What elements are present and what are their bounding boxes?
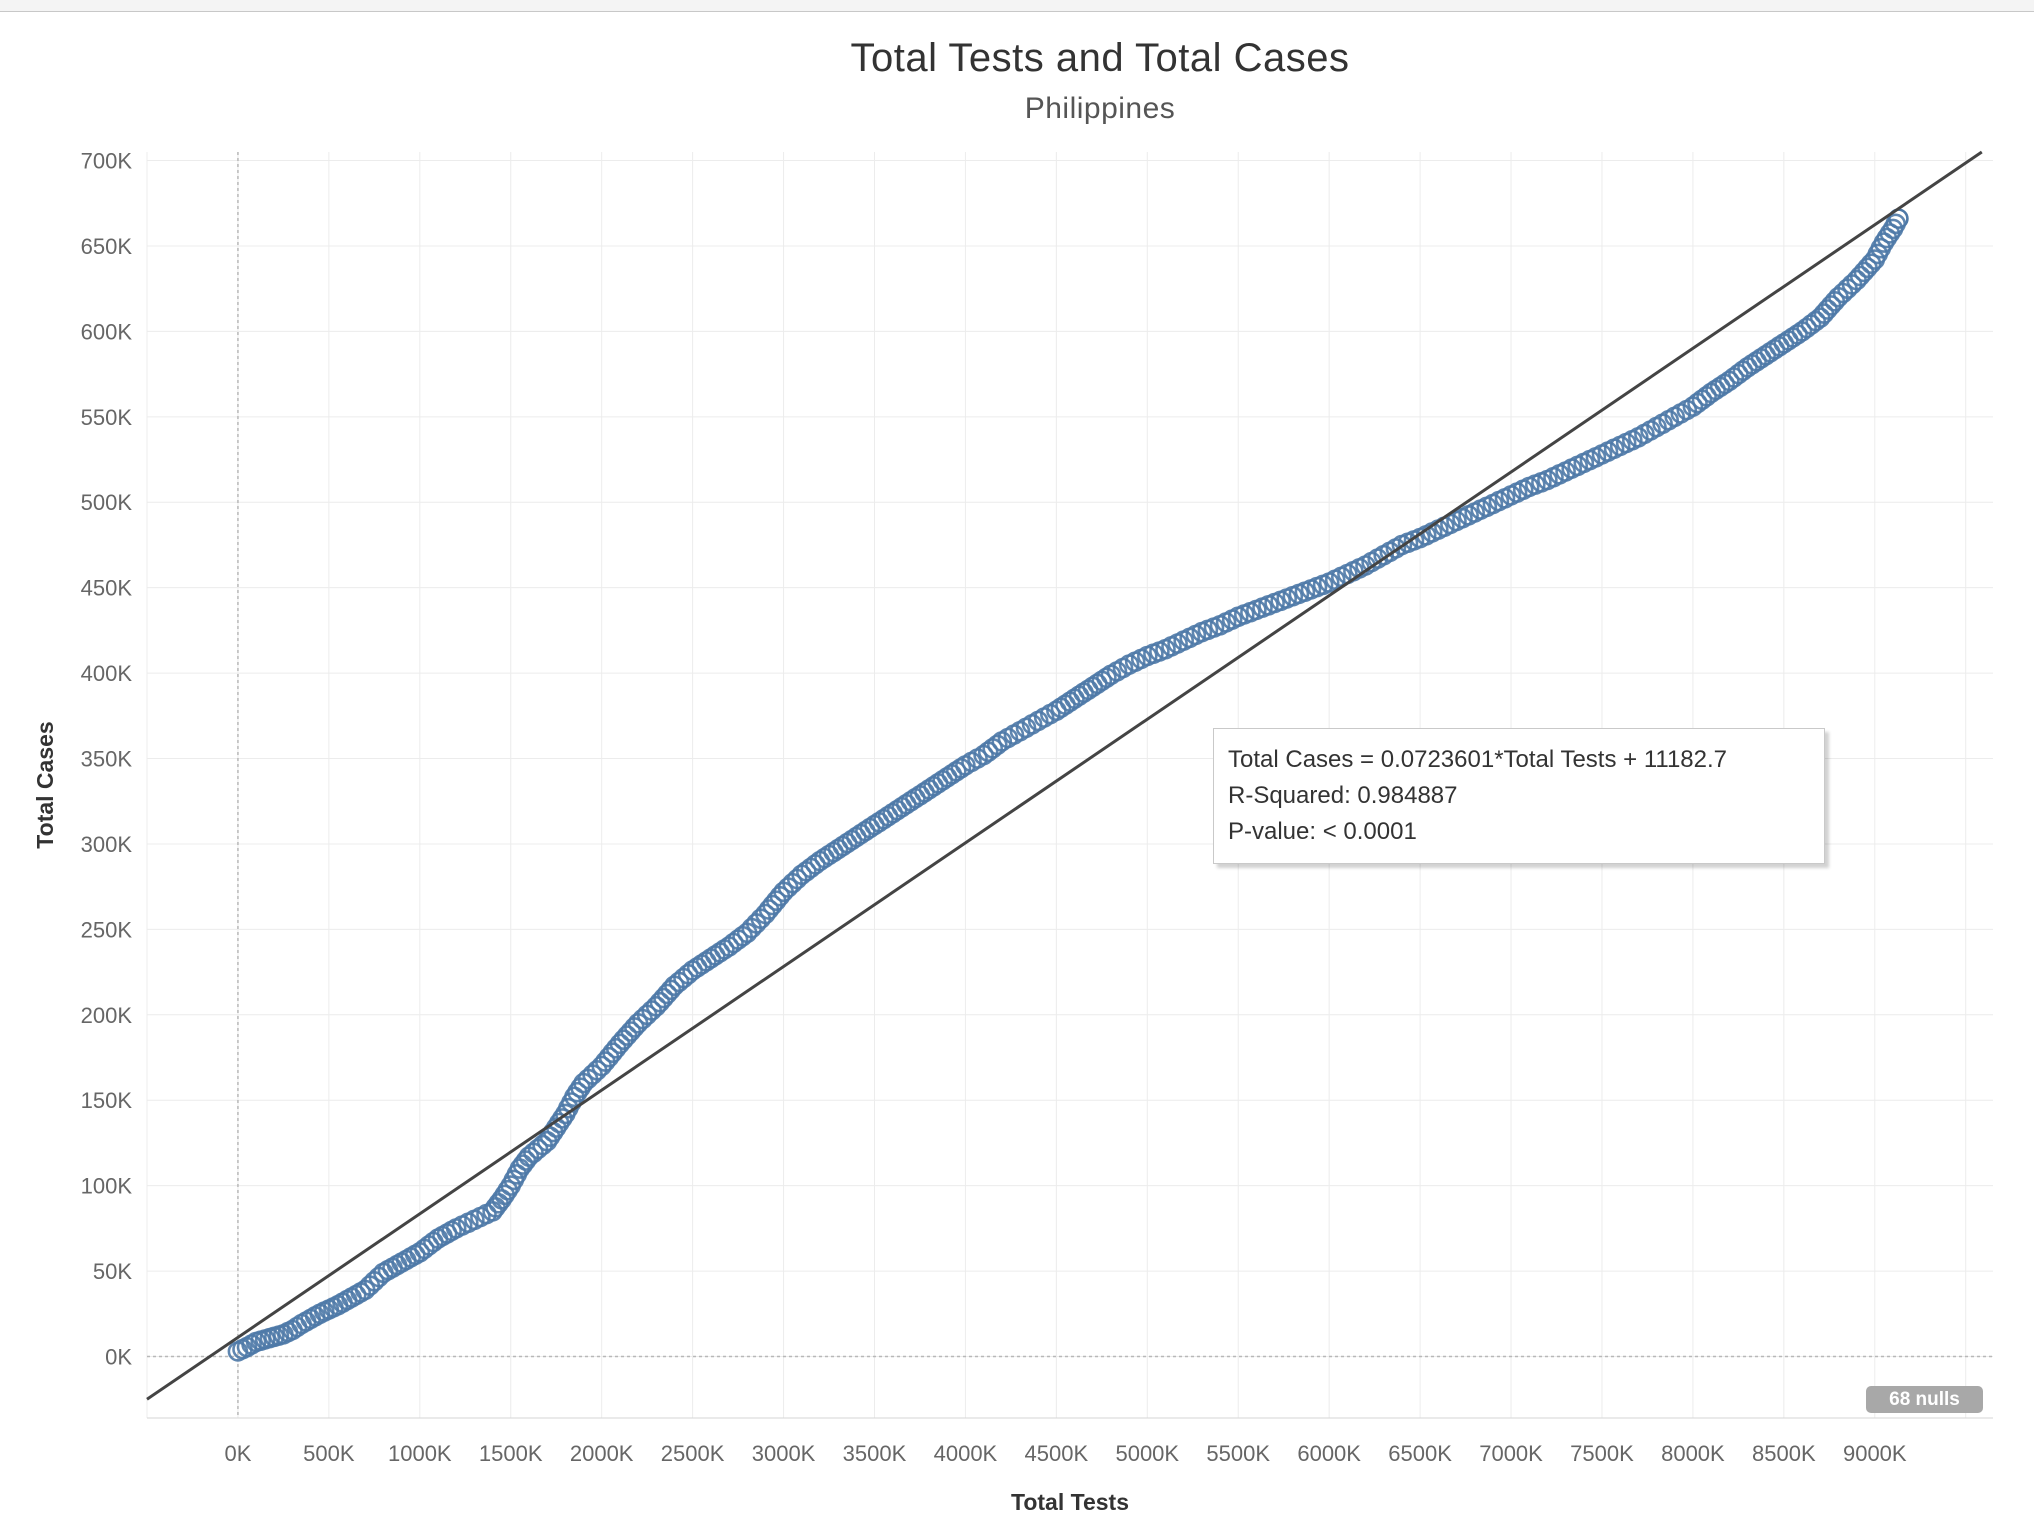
nulls-indicator[interactable]: 68 nulls: [1866, 1386, 1983, 1413]
y-tick-label: 500K: [81, 490, 133, 515]
x-tick-label: 1500K: [479, 1441, 543, 1466]
y-tick-label: 150K: [81, 1088, 133, 1113]
chart-title: Total Tests and Total Cases: [850, 36, 1350, 80]
data-point: [986, 734, 1008, 756]
x-tick-label: 1000K: [388, 1441, 452, 1466]
trend-equation: Total Cases = 0.0723601*Total Tests + 11…: [1228, 746, 1728, 773]
x-tick-label: 9000K: [1843, 1441, 1907, 1466]
x-tick-label: 2000K: [570, 1441, 634, 1466]
y-tick-label: 700K: [81, 149, 133, 174]
y-tick-label: 550K: [81, 405, 133, 430]
zero-reference-lines: [147, 152, 1993, 1418]
y-tick-label: 650K: [81, 234, 133, 259]
trend-r-squared: R-Squared: 0.984887: [1228, 782, 1458, 809]
y-axis-title: Total Cases: [32, 721, 58, 848]
y-tick-label: 400K: [81, 661, 133, 686]
x-axis-tick-labels: 0K 500K 1000K 1500K 2000K 2500K 3000K 3500K 4000…: [224, 1441, 1906, 1466]
data-point: [497, 1179, 519, 1201]
y-tick-label: 350K: [81, 747, 133, 772]
x-tick-label: 6000K: [1297, 1441, 1361, 1466]
x-tick-label: 7500K: [1570, 1441, 1634, 1466]
y-tick-label: 250K: [81, 917, 133, 942]
data-points: [227, 208, 1909, 1362]
x-axis-title: Total Tests: [1011, 1489, 1129, 1515]
data-point: [551, 1108, 573, 1129]
x-tick-label: 3500K: [843, 1441, 907, 1466]
y-axis-tick-labels: 0K 50K 100K 150K 200K 250K 300K 350K 400K 450K 500…: [81, 149, 133, 1370]
y-tick-label: 100K: [81, 1174, 133, 1199]
x-tick-label: 8500K: [1752, 1441, 1816, 1466]
x-tick-label: 0K: [224, 1441, 251, 1466]
data-point: [950, 757, 972, 779]
x-tick-label: 8000K: [1661, 1441, 1725, 1466]
y-tick-label: 600K: [81, 319, 133, 344]
x-tick-label: 500K: [303, 1441, 355, 1466]
trend-line-tooltip: Total Cases = 0.0723601*Total Tests + 11…: [1213, 728, 1825, 864]
y-tick-label: 300K: [81, 832, 133, 857]
x-tick-label: 5500K: [1206, 1441, 1270, 1466]
y-tick-label: 200K: [81, 1003, 133, 1028]
trend-p-value: P-value: < 0.0001: [1228, 818, 1417, 845]
trend-line-layer: [146, 150, 1983, 1401]
x-tick-label: 7000K: [1479, 1441, 1543, 1466]
x-tick-label: 4500K: [1025, 1441, 1089, 1466]
data-point: [1096, 667, 1117, 689]
chart-subtitle: Philippines: [1024, 92, 1176, 125]
y-tick-label: 450K: [81, 576, 133, 601]
x-tick-label: 3000K: [752, 1441, 816, 1466]
trend-line: [146, 150, 1983, 1401]
x-tick-label: 2500K: [661, 1441, 725, 1466]
x-tick-label: 4000K: [934, 1441, 998, 1466]
x-tick-label: 5000K: [1115, 1441, 1179, 1466]
y-tick-label: 50K: [93, 1259, 132, 1284]
y-tick-label: 0K: [105, 1344, 132, 1369]
window-top-bar: [0, 0, 2034, 12]
x-tick-label: 6500K: [1388, 1441, 1452, 1466]
